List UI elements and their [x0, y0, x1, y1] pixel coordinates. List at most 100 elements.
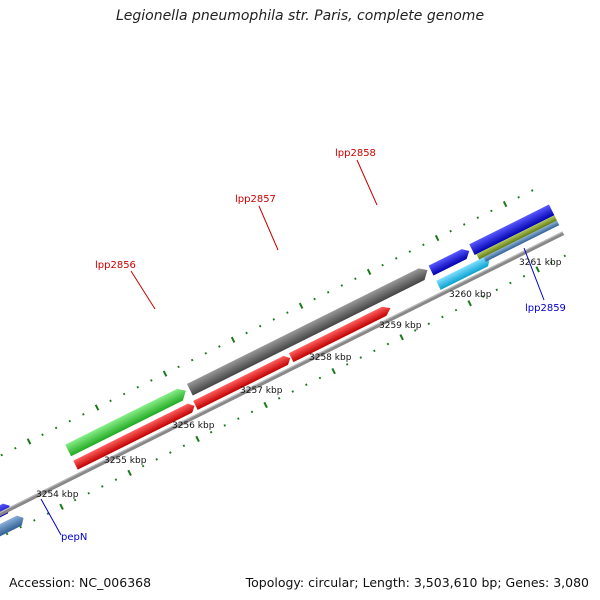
callout-line-pepN [40, 498, 62, 536]
minor-tick [481, 295, 485, 298]
minor-tick [237, 417, 240, 420]
major-tick [59, 503, 64, 510]
page-title: Legionella pneumophila str. Paris, compl… [115, 8, 485, 24]
minor-tick [454, 308, 458, 312]
minor-tick [177, 365, 180, 369]
gene-label-lpp2859[interactable]: lpp2859 [525, 303, 566, 314]
minor-tick [340, 284, 344, 287]
scale-label-3261: 3261 kbp [519, 258, 562, 268]
minor-tick [155, 458, 158, 461]
gene-arrow-red-b[interactable] [193, 354, 292, 410]
minor-tick [563, 254, 567, 258]
gene-arrow-lightblue[interactable] [436, 255, 491, 290]
minor-tick [313, 297, 316, 301]
major-tick [230, 336, 236, 343]
minor-tick [19, 525, 22, 529]
major-tick [434, 234, 440, 242]
minor-tick [190, 358, 194, 362]
minor-tick [5, 532, 9, 536]
gene-label-lpp2857[interactable]: lpp2857 [235, 194, 276, 205]
minor-tick [14, 446, 17, 450]
minor-tick [394, 257, 398, 260]
minor-tick [549, 261, 553, 264]
minor-tick [272, 318, 276, 321]
minor-tick [87, 491, 90, 495]
major-tick [162, 370, 168, 377]
accession-text: Accession: NC_006368 [9, 575, 152, 590]
major-tick [127, 469, 132, 476]
callout-line-lpp2858 [356, 159, 378, 206]
major-tick [331, 367, 336, 375]
minor-tick [150, 379, 153, 382]
minor-tick [530, 189, 534, 192]
minor-tick [422, 243, 425, 247]
inner-tick-row [5, 254, 567, 536]
minor-tick [101, 485, 104, 488]
major-tick [195, 435, 200, 443]
gene-label-pepN[interactable]: pepN [61, 532, 87, 543]
minor-tick [82, 413, 85, 416]
scale-label-3259: 3259 kbp [379, 321, 422, 331]
major-tick [535, 266, 540, 273]
genome-backbone [0, 231, 565, 592]
gene-label-lpp2858[interactable]: lpp2858 [335, 148, 376, 159]
gene-arrow-red-c[interactable] [288, 304, 393, 363]
minor-tick [291, 390, 295, 393]
callout-line-lpp2859 [523, 247, 545, 301]
minor-tick [326, 290, 330, 294]
minor-tick [277, 396, 281, 400]
minor-tick [245, 331, 248, 335]
gene-arrow-blue-lpp2859[interactable] [428, 246, 472, 276]
minor-tick [413, 329, 417, 332]
minor-tick [0, 453, 3, 457]
major-tick [263, 401, 268, 409]
minor-tick [258, 324, 262, 328]
minor-tick [490, 209, 493, 213]
major-tick [467, 300, 472, 307]
minor-tick [122, 392, 126, 396]
minor-tick [209, 430, 213, 434]
major-tick [502, 200, 508, 208]
minor-tick [182, 444, 186, 448]
minor-tick [408, 250, 412, 253]
scale-label-3254: 3254 kbp [36, 490, 79, 500]
gene-arrow-green-lpp2856[interactable] [65, 386, 189, 457]
scale-label-3260: 3260 kbp [449, 290, 492, 300]
minor-tick [305, 383, 308, 387]
minor-tick [250, 410, 254, 414]
minor-tick [68, 419, 71, 423]
major-tick [399, 334, 404, 341]
minor-tick [141, 464, 145, 468]
major-tick [298, 302, 304, 309]
minor-tick [381, 263, 384, 267]
minor-tick [386, 342, 390, 346]
minor-tick [41, 433, 44, 436]
callout-line-lpp2856 [130, 270, 156, 310]
minor-tick [522, 274, 526, 278]
major-tick [366, 268, 372, 276]
callout-line-lpp2857 [258, 205, 279, 251]
minor-tick [318, 376, 322, 380]
gene-arrow-olive[interactable] [476, 215, 557, 260]
minor-tick [223, 424, 226, 427]
minor-tick [359, 356, 363, 359]
outer-tick-row [0, 189, 534, 457]
minor-tick [286, 311, 289, 314]
minor-tick [441, 315, 444, 319]
minor-tick [517, 196, 520, 199]
minor-tick [427, 322, 431, 325]
gene-arrow-steel-right[interactable] [483, 220, 560, 262]
major-tick [94, 404, 100, 411]
minor-tick [354, 277, 357, 281]
gene-arrow-red-a[interactable] [73, 401, 196, 470]
gene-arrow-blue-next[interactable] [469, 204, 555, 256]
minor-tick [345, 363, 349, 366]
topology-text: Topology: circular; Length: 3,503,610 bp… [245, 575, 589, 590]
major-tick [26, 438, 32, 445]
gene-arrow-gray-lpp2857[interactable] [186, 265, 431, 396]
minor-tick [476, 216, 480, 219]
minor-tick [33, 519, 36, 522]
minor-tick [54, 426, 58, 430]
gene-label-lpp2856[interactable]: lpp2856 [95, 260, 136, 271]
